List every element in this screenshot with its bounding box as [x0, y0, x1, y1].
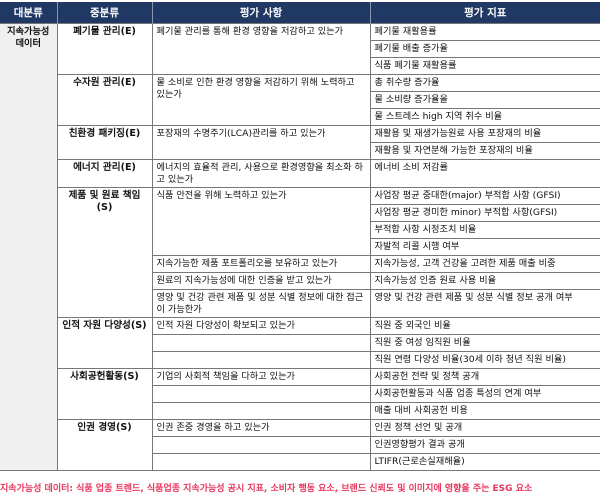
table-row: 사회공헌활동과 식품 업종 특성의 연계 여부	[0, 385, 600, 403]
header-evaluation-item: 평가 사항	[151, 2, 370, 24]
table-row: 수자원 관리(E) 물 소비로 인한 환경 영향을 저감하기 위해 노력하고 있는…	[0, 74, 600, 126]
table-row: 제품 및 원료 책임(S) 식품 안전을 위해 노력하고 있는가 사업장 평균 중대…	[0, 187, 600, 318]
evaluation-indicator-cell: 폐기물 재활용률	[369, 23, 600, 41]
evaluation-item-cell	[151, 334, 371, 352]
evaluation-indicator-cell: 자발적 리콜 시행 여부	[369, 238, 600, 256]
header-sub-category: 중분류	[56, 2, 152, 24]
table-row: 영양 및 건강 관련 제품 및 성분 식별 정보에 대한 접근이 가능한가 영양 …	[0, 289, 600, 318]
table-header-row: 대분류 중분류 평가 사항 평가 지표	[0, 2, 600, 24]
evaluation-item-cell: 포장재의 수명주기(LCA)관리를 하고 있는가	[151, 125, 371, 160]
evaluation-indicator-cell: 재활용 및 자연분해 가능한 포장재의 비율	[369, 142, 600, 160]
evaluation-item-cell	[151, 351, 371, 369]
table-row: 인적 자원 다양성(S) 인적 자원 다양성이 확보되고 있는가 직원 중 외국인 …	[0, 317, 600, 369]
evaluation-indicator-cell: 직원 연령 다양성 비율(30세 이하 청년 직원 비율)	[369, 351, 600, 369]
evaluation-indicator-cell: 사회공헌 전략 및 정책 공개	[369, 368, 600, 386]
evaluation-indicator-cell: 물 스트레스 high 지역 취수 비율	[369, 108, 600, 126]
evaluation-indicator-cell: 직원 중 여성 임직원 비율	[369, 334, 600, 352]
evaluation-item-cell: 인적 자원 다양성이 확보되고 있는가	[151, 317, 371, 335]
evaluation-indicator-cell: 사회공헌활동과 식품 업종 특성의 연계 여부	[369, 385, 600, 403]
evaluation-indicator-cell: 사업장 평균 중대한(major) 부적합 사항 (GFSI)	[369, 187, 600, 205]
evaluation-indicator-cell: 인권 정책 선언 및 공개	[369, 419, 600, 437]
header-major-category: 대분류	[0, 2, 57, 24]
sub-category-cell: 폐기물 관리(E)	[56, 23, 153, 75]
evaluation-indicator-cell: 폐기물 배출 증가율	[369, 40, 600, 58]
table-row: 사회공헌활동(S) 기업의 사회적 책임을 다하고 있는가 사회공헌 전략 및 정책…	[0, 368, 600, 420]
evaluation-item-cell: 식품 안전을 위해 노력하고 있는가	[151, 187, 371, 256]
evaluation-indicator-cell: 사업장 평균 경미한 minor) 부적합 사항(GFSI)	[369, 204, 600, 222]
evaluation-indicator-cell: 지속가능성, 고객 건강을 고려한 제품 매출 비중	[369, 255, 600, 273]
table-row: 인권영향평가 결과 공개	[0, 436, 600, 454]
evaluation-item-cell: 원료의 지속가능성에 대한 인증을 받고 있는가	[151, 272, 371, 290]
evaluation-indicator-cell: 재활용 및 재생가능원료 사용 포장재의 비율	[369, 125, 600, 143]
evaluation-indicator-cell: 에너비 소비 저감률	[369, 159, 600, 188]
evaluation-indicator-cell: 부적합 사항 시정조치 비율	[369, 221, 600, 239]
evaluation-item-cell: 지속가능한 제품 포트폴리오를 보유하고 있는가	[151, 255, 371, 273]
footer-note: 지속가능성 데이터: 식품 업종 트렌드, 식품업종 지속가능성 공시 지표, …	[0, 484, 533, 494]
table-row: 인권 경영(S) 인권 존중 경영을 하고 있는가 인권 정책 선언 및 공개	[0, 419, 600, 471]
evaluation-indicator-cell: 인권영향평가 결과 공개	[369, 436, 600, 454]
sub-category-cell: 인권 경영(S)	[56, 419, 153, 471]
table-row: LTIFR(근로손실재해율)	[0, 453, 600, 471]
table-row: 에너지 관리(E) 에너지의 효율적 관리, 사용으로 환경영향을 최소화 하고 …	[0, 159, 600, 188]
table-body: 지속가능성 데이터 폐기물 관리(E) 폐기물 관리를 통해 환경 영향을 저감하고…	[0, 23, 600, 471]
evaluation-indicator-cell: LTIFR(근로손실재해율)	[369, 453, 600, 471]
evaluation-indicator-cell: 지속가능성 인증 원료 사용 비율	[369, 272, 600, 290]
table-row: 지속가능한 제품 포트폴리오를 보유하고 있는가 지속가능성, 고객 건강을 고려…	[0, 255, 600, 273]
sub-category-cell: 친환경 패키징(E)	[56, 125, 153, 160]
sub-category-cell: 수자원 관리(E)	[56, 74, 153, 126]
esg-evaluation-table: 대분류 중분류 평가 사항 평가 지표 지속가능성 데이터 폐기물 관리(E) 폐기…	[0, 2, 600, 471]
evaluation-indicator-cell: 영양 및 건강 관련 제품 및 성분 식별 정보 공개 여부	[369, 289, 600, 318]
evaluation-item-cell	[151, 453, 371, 471]
evaluation-item-cell: 기업의 사회적 책임을 다하고 있는가	[151, 368, 371, 386]
evaluation-item-cell: 인권 존중 경영을 하고 있는가	[151, 419, 371, 437]
table-row: 친환경 패키징(E) 포장재의 수명주기(LCA)관리를 하고 있는가 재활용 및 …	[0, 125, 600, 160]
evaluation-indicator-cell: 식품 폐기물 재활용률	[369, 57, 600, 75]
table-row: 지속가능성 데이터 폐기물 관리(E) 폐기물 관리를 통해 환경 영향을 저감하고…	[0, 23, 600, 471]
evaluation-item-cell: 폐기물 관리를 통해 환경 영향을 저감하고 있는가	[151, 23, 371, 75]
evaluation-item-cell	[151, 436, 371, 454]
evaluation-item-cell	[151, 385, 371, 403]
sub-category-cell: 인적 자원 다양성(S)	[56, 317, 153, 369]
major-category-cell: 지속가능성 데이터	[0, 23, 58, 471]
header-evaluation-indicator: 평가 지표	[369, 2, 600, 24]
evaluation-item-cell: 영양 및 건강 관련 제품 및 성분 식별 정보에 대한 접근이 가능한가	[151, 289, 371, 318]
evaluation-indicator-cell: 물 소비량 증가율을	[369, 91, 600, 109]
evaluation-item-cell	[151, 402, 371, 420]
table-row: 원료의 지속가능성에 대한 인증을 받고 있는가 지속가능성 인증 원료 사용 비…	[0, 272, 600, 290]
evaluation-indicator-cell: 매출 대비 사회공헌 비용	[369, 402, 600, 420]
sub-category-cell: 제품 및 원료 책임(S)	[56, 187, 153, 318]
evaluation-indicator-cell: 직원 중 외국인 비율	[369, 317, 600, 335]
table-row: 직원 연령 다양성 비율(30세 이하 청년 직원 비율)	[0, 351, 600, 369]
sub-category-cell: 사회공헌활동(S)	[56, 368, 153, 420]
evaluation-item-cell: 에너지의 효율적 관리, 사용으로 환경영향을 최소화 하고 있는가	[151, 159, 371, 188]
sub-category-cell: 에너지 관리(E)	[56, 159, 153, 188]
evaluation-indicator-cell: 총 취수량 증가율	[369, 74, 600, 92]
evaluation-item-cell: 물 소비로 인한 환경 영향을 저감하기 위해 노력하고 있는가	[151, 74, 371, 126]
